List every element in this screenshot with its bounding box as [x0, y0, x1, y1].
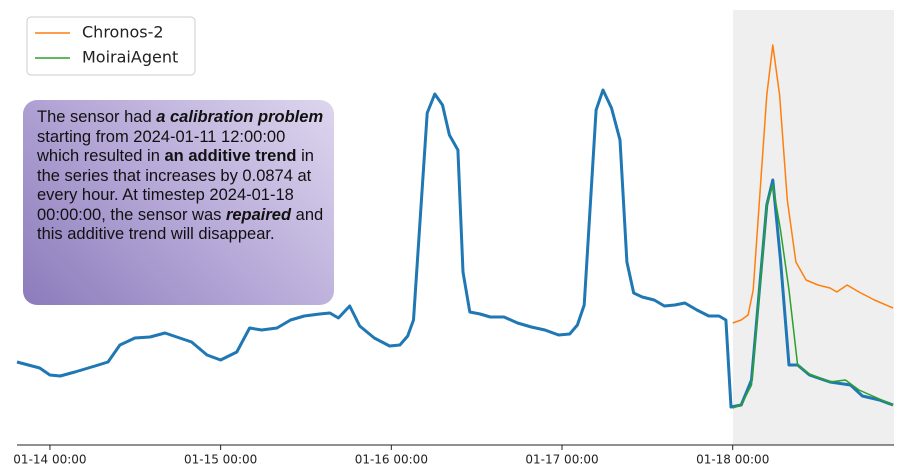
annotation-box: The sensor had a calibration problem sta… [23, 100, 334, 305]
series-line [16, 88, 894, 409]
annotation-text: an additive trend [164, 147, 297, 165]
x-tick-label: 01-15 00:00 [184, 453, 257, 467]
annotation-text: The sensor had [37, 108, 157, 126]
legend-box [26, 16, 196, 76]
series-line [732, 184, 894, 409]
x-tick-label: 01-17 00:00 [525, 453, 598, 467]
annotation-text: a calibration problem [156, 108, 324, 126]
annotation-text: starting from 2024-01-11 12:00:00 which … [37, 127, 286, 166]
legend: Chronos-2 MoiraiAgent [35, 23, 178, 67]
x-tick-label: 01-16 00:00 [355, 453, 428, 467]
legend-label: MoiraiAgent [82, 48, 178, 67]
x-tick-label: 01-18 00:00 [696, 453, 769, 467]
annotation-text: in the series that increases by 0.0874 a… [37, 147, 314, 224]
series-line [732, 44, 894, 324]
legend-label: Chronos-2 [82, 23, 164, 42]
forecast-region [733, 10, 894, 445]
annotation-text: and this additive trend will disappear. [37, 205, 324, 244]
x-tick-label: 01-14 00:00 [13, 453, 86, 467]
annotation-text: repaired [225, 205, 292, 224]
